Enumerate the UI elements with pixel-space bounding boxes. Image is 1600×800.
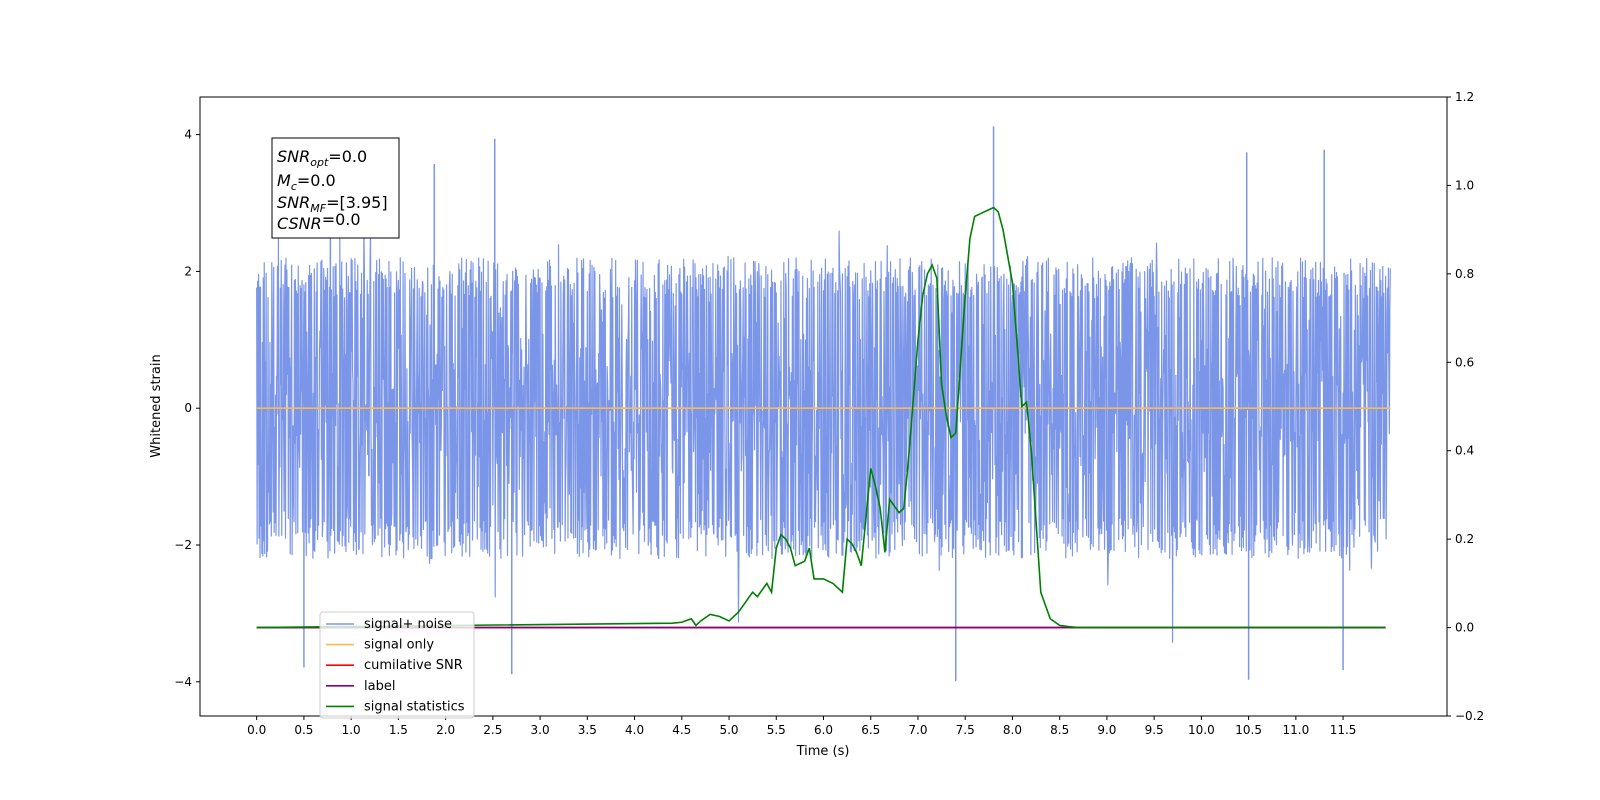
annotation-line-2: Mc=0.0 [277,171,336,193]
x-tick-label: 9.0 [1097,723,1116,737]
x-tick-label: 0.0 [247,723,266,737]
x-tick-label: 5.5 [767,723,786,737]
y-right-tick-label: 0.2 [1455,532,1474,546]
annotation-line-1-rest: =0.0 [328,147,367,166]
x-tick-label: 11.5 [1330,723,1357,737]
x-tick-label: 7.0 [908,723,927,737]
x-tick-label: 1.0 [342,723,361,737]
x-tick-label: 6.5 [861,723,880,737]
x-tick-label: 8.5 [1050,723,1069,737]
annotation-line-4: CSNR=0.0 [277,210,361,233]
y-left-tick-label: −4 [174,675,192,689]
y-left-tick-label: 0 [184,401,192,415]
legend-label: signal only [364,638,434,653]
x-tick-label: 4.0 [625,723,644,737]
y-left-tick-label: 4 [184,128,192,142]
y-left-tick-label: −2 [174,538,192,552]
annotation-box: SNRopt=0.0 Mc=0.0 SNRMF=[3.95] CSNR=0.0 [271,137,400,239]
series-line-signal-noise [256,226,1391,643]
legend-label: label [364,679,395,694]
annotation-line-1-sub: opt [310,156,329,169]
series-line-signal-statistics [256,206,1386,629]
legend-label: cumilative SNR [364,658,463,673]
annotation-line-4-rest: =0.0 [322,210,361,229]
x-tick-label: 10.0 [1188,723,1215,737]
annotation-line-4-base: CSNR [277,214,322,233]
x-tick-label: 8.0 [1003,723,1022,737]
x-tick-label: 10.5 [1235,723,1262,737]
x-tick-label: 2.0 [436,723,455,737]
legend-label: signal+ noise [364,617,452,632]
legend-label: signal statistics [364,699,465,714]
annotation-line-3-base: SNR [277,193,310,212]
annotation-line-1: SNRopt=0.0 [277,147,367,169]
x-tick-label: 4.5 [672,723,691,737]
x-tick-label: 11.0 [1282,723,1309,737]
annotation-line-3-sub: MF [310,202,326,215]
x-tick-label: 3.0 [531,723,550,737]
annotation-line-1-base: SNR [277,147,310,166]
y-left-tick-label: 2 [184,264,192,278]
annotation-line-2-sub: c [291,180,297,193]
x-axis-label: Time (s) [796,744,850,759]
x-tick-label: 5.0 [719,723,738,737]
y-right-tick-label: 0.0 [1455,621,1474,635]
y-right-tick-label: 0.8 [1455,267,1474,281]
x-tick-label: 6.0 [814,723,833,737]
y-right-tick-label: 1.0 [1455,178,1474,192]
legend-box [319,611,475,719]
annotation-line-2-rest: =0.0 [297,171,336,190]
y-right-tick-label: 1.2 [1455,90,1474,104]
legend: signal+ noise signal only cumilative SNR la… [319,611,475,719]
x-tick-label: 2.5 [483,723,502,737]
x-tick-label: 0.5 [294,723,313,737]
annotation-line-3-rest: =[3.95] [326,193,388,212]
annotation-line-3: SNRMF=[3.95] [277,193,388,215]
y-axis-label-left: Whitened strain [149,354,164,457]
x-tick-label: 3.5 [578,723,597,737]
annotation-line-2-base: M [277,171,291,190]
y-right-tick-label: 0.4 [1455,444,1474,458]
y-right-tick-label: −0.2 [1455,709,1484,723]
x-tick-label: 9.5 [1145,723,1164,737]
y-right-tick-label: 0.6 [1455,355,1474,369]
x-tick-label: 1.5 [389,723,408,737]
x-tick-label: 7.5 [956,723,975,737]
